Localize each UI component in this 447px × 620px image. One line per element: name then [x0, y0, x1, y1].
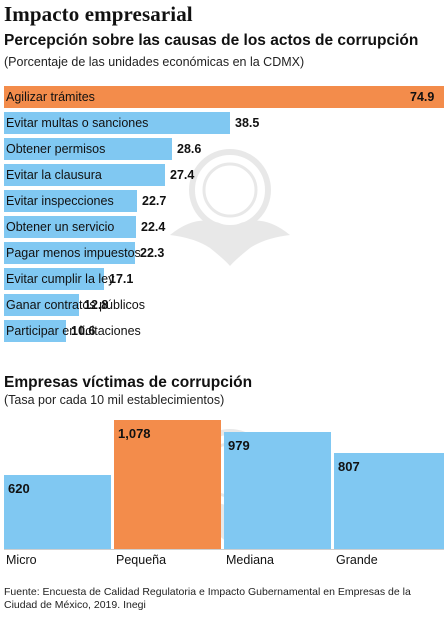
main-title: Impacto empresarial: [4, 2, 193, 26]
hbar-value-label: 27.4: [170, 168, 195, 182]
hbar-category-label: Agilizar trámites: [6, 90, 95, 104]
hbar-5: [4, 216, 136, 238]
chart-baseline: [4, 549, 444, 550]
vbar-value-label: 620: [8, 481, 30, 496]
vbar-3: [334, 453, 444, 550]
hbar-value-label: 22.7: [142, 194, 167, 208]
hbar-value-label: 22.3: [140, 246, 165, 260]
horizontal-chart-subtitle: (Porcentaje de las unidades económicas e…: [4, 55, 305, 69]
hbar-category-label: Evitar cumplir la ley: [6, 272, 115, 286]
vbar-1: [114, 420, 221, 550]
hbar-category-label: Evitar inspecciones: [6, 194, 114, 208]
hbar-category-label: Participar en licitaciones: [6, 324, 141, 338]
vbar-category-label: Micro: [6, 553, 37, 567]
vbar-value-label: 979: [228, 438, 250, 453]
hbar-category-label: Evitar multas o sanciones: [6, 116, 149, 130]
vertical-chart-title: Empresas víctimas de corrupción: [4, 374, 253, 391]
hbar-value-label: 10.6: [71, 324, 96, 338]
vbar-2: [224, 432, 331, 550]
horizontal-chart-title: Percepción sobre las causas de los actos…: [4, 32, 419, 49]
hbar-8: [4, 294, 79, 316]
vbar-value-label: 807: [338, 459, 360, 474]
hbar-category-label: Ganar contratos públicos: [6, 298, 145, 312]
hbar-1: [4, 112, 230, 134]
hbar-9: [4, 320, 66, 342]
hbar-7: [4, 268, 104, 290]
hbar-category-label: Obtener permisos: [6, 142, 106, 156]
vbar-category-label: Pequeña: [116, 553, 167, 567]
vbar-category-label: Grande: [336, 553, 378, 567]
vbar-0: [4, 475, 111, 550]
hbar-value-label: 22.4: [141, 220, 166, 234]
hbar-value-label: 12.8: [84, 298, 109, 312]
hbar-6: [4, 242, 135, 264]
hbar-value-label: 74.9: [410, 90, 435, 104]
vbar-category-label: Mediana: [226, 553, 274, 567]
hbar-value-label: 17.1: [109, 272, 134, 286]
hbar-value-label: 28.6: [177, 142, 202, 156]
hbar-3: [4, 164, 165, 186]
hbar-2: [4, 138, 172, 160]
vertical-chart-subtitle: (Tasa por cada 10 mil establecimientos): [4, 393, 225, 407]
hbar-4: [4, 190, 137, 212]
vbar-value-label: 1,078: [118, 426, 151, 441]
hbar-category-label: Evitar la clausura: [6, 168, 102, 182]
hbar-value-label: 38.5: [235, 116, 260, 130]
hbar-category-label: Pagar menos impuestos: [6, 246, 141, 260]
hbar-category-label: Obtener un servicio: [6, 220, 115, 234]
hbar-0: [4, 86, 444, 108]
source-note: Fuente: Encuesta de Calidad Regulatoria …: [4, 586, 411, 611]
